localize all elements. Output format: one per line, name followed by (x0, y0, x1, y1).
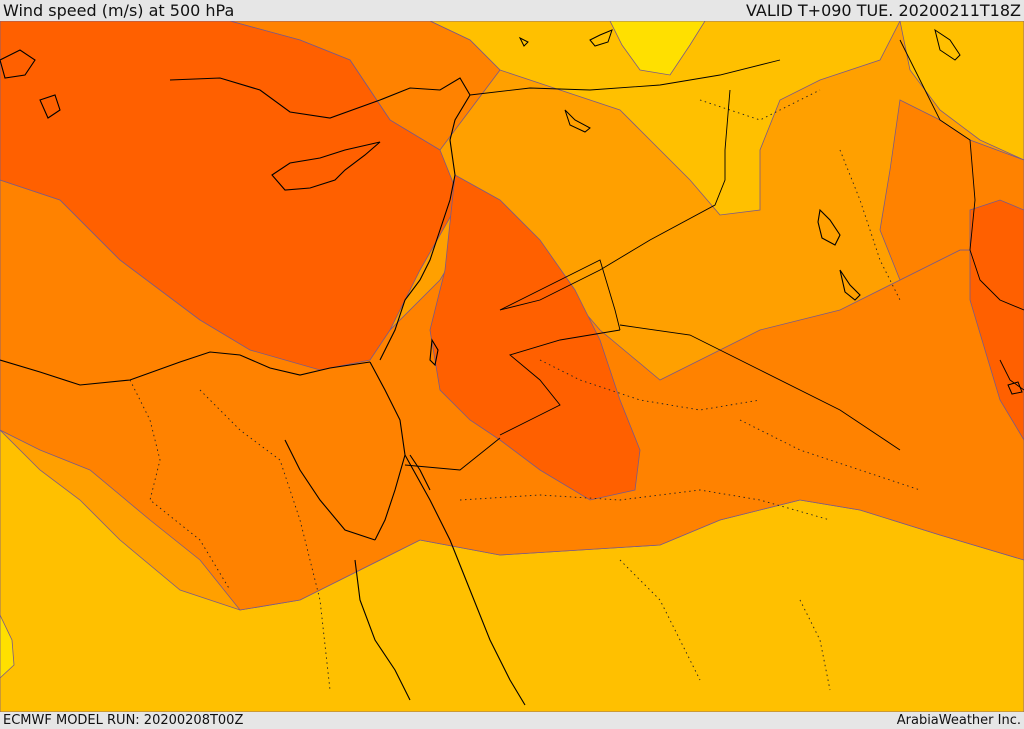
coastlines (0, 49, 861, 706)
internal-borders (129, 89, 921, 691)
model-run: ECMWF MODEL RUN: 20200208T00Z (3, 713, 244, 728)
credit-label: ArabiaWeather Inc. (896, 713, 1021, 728)
valid-time: VALID T+090 TUE. 20200211T18Z (745, 1, 1021, 20)
band-gold-east (899, 21, 1024, 161)
band-yellow (609, 21, 706, 76)
band-yellow-sw (0, 614, 15, 679)
band-dark-orange-jordan (429, 174, 641, 501)
map-title: Wind speed (m/s) at 500 hPa (3, 1, 235, 20)
band-dark-orange-north (0, 21, 461, 371)
wind-speed-map[interactable] (0, 21, 1024, 712)
islands (518, 28, 1023, 395)
map-header: Wind speed (m/s) at 500 hPa VALID T+090 … (0, 0, 1024, 21)
map-footer: ECMWF MODEL RUN: 20200208T00Z ArabiaWeat… (0, 712, 1024, 729)
band-gold-north (429, 21, 901, 216)
land-borders (404, 39, 1024, 471)
